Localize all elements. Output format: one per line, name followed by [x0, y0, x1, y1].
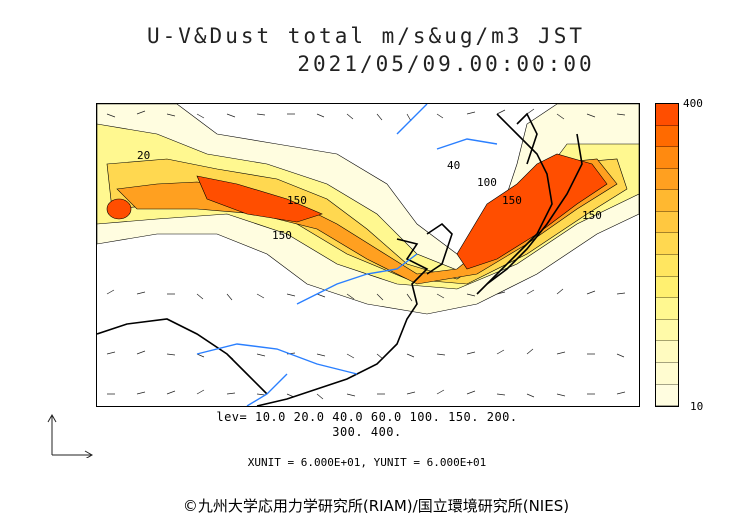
rivers [196, 104, 498, 406]
contour-label: 100 [477, 176, 497, 189]
colorbar-swatch [656, 298, 678, 320]
contour-label: 150 [582, 209, 602, 222]
colorbar-swatch [656, 190, 678, 212]
colorbar-swatch [656, 362, 678, 385]
colorbar-max-label: 400 [683, 97, 703, 110]
level-legend-cont: 300. 400. [332, 425, 402, 439]
copyright-credit: ©九州大学応用力学研究所(RIAM)/国立環境研究所(NIES) [182, 497, 570, 515]
color-scale-bar [655, 103, 679, 407]
contour-labels: 150 150 150 150 100 20 40 [137, 149, 602, 242]
colorbar-swatch [656, 211, 678, 234]
colorbar-swatch [656, 276, 678, 299]
colorbar-swatch [656, 319, 678, 342]
coastlines [97, 112, 583, 406]
colorbar-swatch [656, 341, 678, 363]
map-title: U-V&Dust total m/s&ug/m3 JST [146, 24, 585, 48]
colorbar-swatch [656, 255, 678, 277]
contour-label: 150 [272, 229, 292, 242]
colorbar-swatch [656, 168, 678, 191]
colorbar-swatch [656, 104, 678, 126]
dust-map-canvas: 150 150 150 150 100 20 40 [97, 104, 639, 406]
map-timestamp: 2021/05/09.00:00:00 [297, 52, 595, 76]
colorbar-swatch [656, 233, 678, 256]
wind-vectors [106, 108, 626, 400]
unit-info: XUNIT = 6.000E+01, YUNIT = 6.000E+01 [247, 456, 487, 469]
contour-label: 150 [502, 194, 522, 207]
colorbar-swatch [656, 384, 678, 407]
contour-label: 40 [447, 159, 460, 172]
colorbar-min-label: 10 [690, 400, 704, 413]
level-legend: lev= 10.0 20.0 40.0 60.0 100. 150. 200. [216, 410, 518, 424]
dust-map: 150 150 150 150 100 20 40 [96, 103, 640, 407]
contour-label: 150 [287, 194, 307, 207]
colorbar-swatch [656, 125, 678, 148]
dust-plume [97, 104, 639, 315]
contour-label: 20 [137, 149, 150, 162]
reference-vector-icon [47, 413, 94, 458]
colorbar-swatch [656, 147, 678, 169]
